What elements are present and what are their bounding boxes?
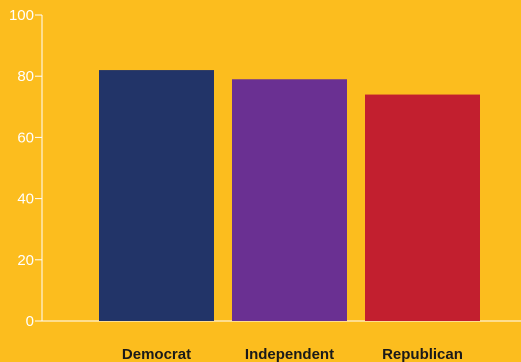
category-label-independent: Independent	[245, 346, 334, 362]
labels-layer: Democrat Independent Republican	[122, 346, 463, 362]
bar-republican	[365, 94, 480, 321]
y-tick-label: 40	[17, 191, 34, 208]
bar-democrat	[99, 70, 214, 321]
bars-layer	[99, 70, 480, 321]
y-tick-label: 80	[17, 68, 34, 85]
category-label-democrat: Democrat	[122, 346, 191, 362]
y-tick-label: 60	[17, 129, 34, 146]
y-tick-label: 100	[9, 7, 34, 24]
category-label-republican: Republican	[382, 346, 463, 362]
y-tick-label: 0	[26, 313, 34, 330]
y-tick-label: 20	[17, 252, 34, 269]
bar-independent	[232, 79, 347, 321]
